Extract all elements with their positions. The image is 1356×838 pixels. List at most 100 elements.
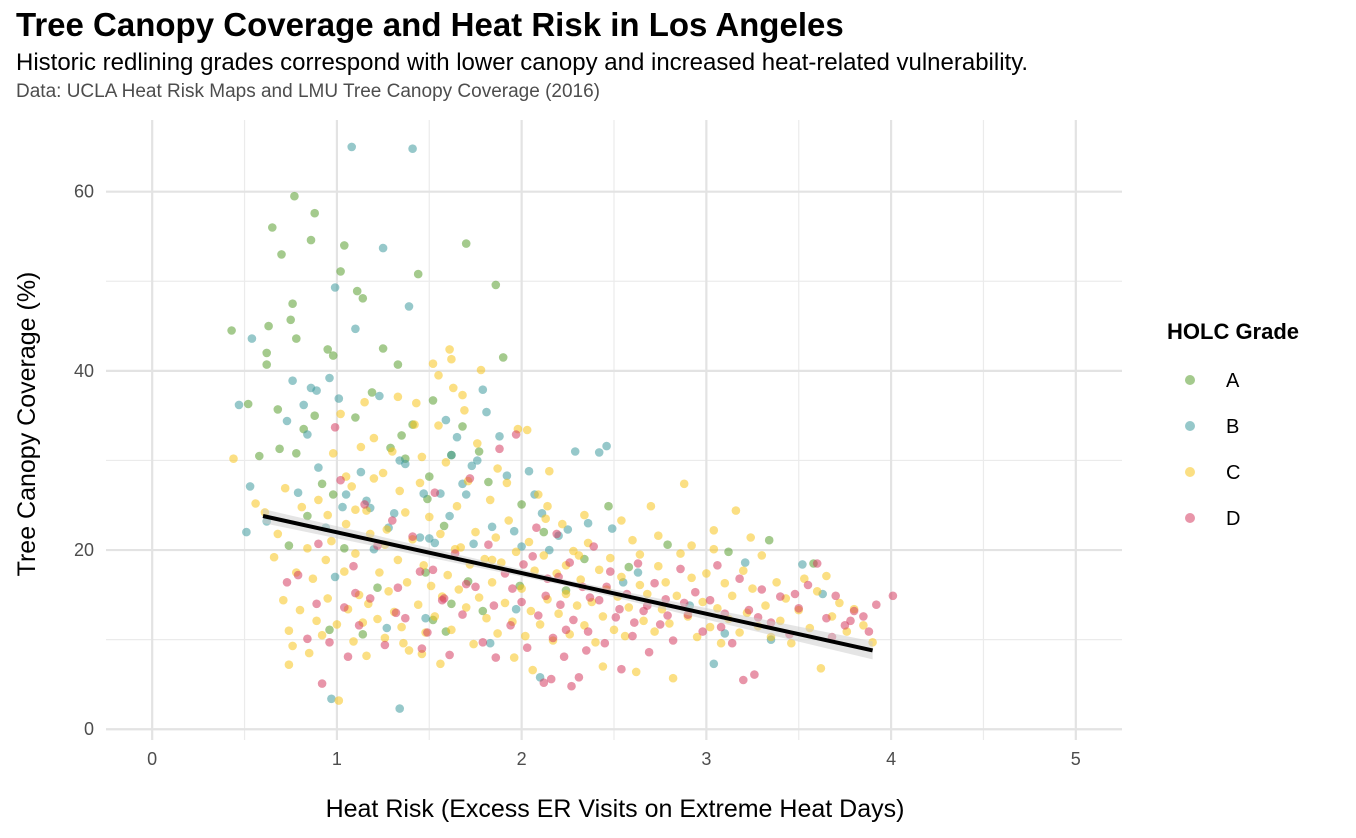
data-point	[336, 409, 345, 419]
data-point	[340, 567, 349, 576]
data-point	[798, 560, 807, 569]
data-point	[436, 529, 445, 539]
data-point	[474, 447, 484, 456]
data-point	[609, 625, 619, 635]
data-point	[517, 542, 526, 551]
data-point	[268, 223, 277, 232]
data-point	[698, 627, 707, 636]
data-point	[341, 490, 351, 499]
data-point	[269, 552, 279, 562]
trend	[262, 509, 874, 660]
data-point	[716, 638, 726, 648]
data-point	[506, 621, 515, 630]
data-point	[380, 640, 390, 650]
data-point	[351, 505, 360, 514]
data-point	[293, 488, 303, 498]
data-point	[351, 324, 360, 334]
data-point	[454, 585, 464, 594]
data-point	[500, 598, 510, 608]
data-point	[663, 611, 672, 620]
data-point	[393, 583, 403, 592]
data-point	[594, 565, 604, 575]
data-point	[328, 449, 338, 458]
data-point	[303, 544, 312, 553]
data-point	[328, 490, 338, 499]
data-point	[502, 478, 512, 488]
data-point	[835, 598, 844, 608]
data-point	[493, 629, 502, 638]
data-point	[620, 631, 630, 641]
data-point	[606, 553, 615, 563]
data-point	[478, 385, 488, 395]
data-point	[425, 472, 434, 481]
data-point	[349, 561, 358, 571]
data-point	[569, 615, 578, 625]
data-point	[474, 593, 484, 602]
data-point	[607, 524, 617, 533]
data-point	[430, 538, 440, 548]
data-point	[803, 580, 813, 590]
data-point	[417, 452, 427, 462]
y-tick-label: 60	[74, 182, 94, 202]
data-point	[373, 614, 382, 624]
data-point	[790, 589, 800, 599]
y-tick-label: 0	[84, 719, 94, 739]
data-point	[482, 613, 491, 623]
data-point	[469, 639, 478, 649]
data-point	[447, 354, 456, 364]
data-point	[378, 243, 388, 253]
data-point	[487, 578, 497, 587]
data-point	[229, 454, 238, 464]
data-point	[325, 625, 334, 635]
data-point	[633, 559, 643, 568]
series-d	[282, 423, 898, 691]
data-point	[630, 618, 639, 627]
data-point	[384, 587, 393, 596]
data-point	[328, 351, 338, 360]
data-point	[776, 592, 785, 601]
data-point	[473, 456, 482, 465]
data-point	[679, 479, 689, 489]
data-point	[617, 664, 626, 674]
data-point	[399, 638, 408, 648]
data-point	[351, 588, 360, 598]
data-point	[502, 471, 512, 481]
legend-label: D	[1226, 508, 1240, 530]
data-point	[524, 466, 534, 476]
data-point	[286, 315, 296, 325]
data-point	[412, 398, 421, 408]
data-point	[528, 552, 537, 561]
data-point	[303, 511, 312, 521]
data-point	[378, 468, 388, 478]
data-point	[401, 459, 410, 469]
data-point	[417, 644, 427, 653]
data-point	[676, 549, 685, 558]
data-point	[709, 659, 719, 669]
data-point	[576, 575, 585, 584]
data-point	[705, 622, 715, 632]
data-point	[421, 613, 430, 623]
legend-label: B	[1226, 416, 1239, 438]
data-point	[273, 529, 283, 539]
data-point	[511, 430, 521, 439]
data-point	[545, 545, 554, 555]
data-point	[522, 425, 532, 435]
data-point	[709, 544, 719, 554]
legend-item-c: C	[1185, 462, 1240, 484]
data-point	[284, 541, 294, 550]
data-point	[247, 334, 257, 343]
data-point	[430, 612, 440, 621]
data-point	[452, 432, 462, 442]
data-point	[251, 499, 260, 508]
data-point	[378, 344, 388, 353]
data-point	[543, 501, 552, 511]
data-point	[668, 673, 678, 683]
data-point	[654, 531, 663, 540]
data-point	[628, 631, 637, 641]
data-point	[731, 506, 741, 515]
chart-subtitle: Historic redlining grades correspond wit…	[16, 49, 1029, 76]
data-point	[288, 299, 297, 309]
data-point	[517, 500, 526, 509]
data-point	[757, 585, 767, 594]
data-point	[288, 641, 297, 651]
